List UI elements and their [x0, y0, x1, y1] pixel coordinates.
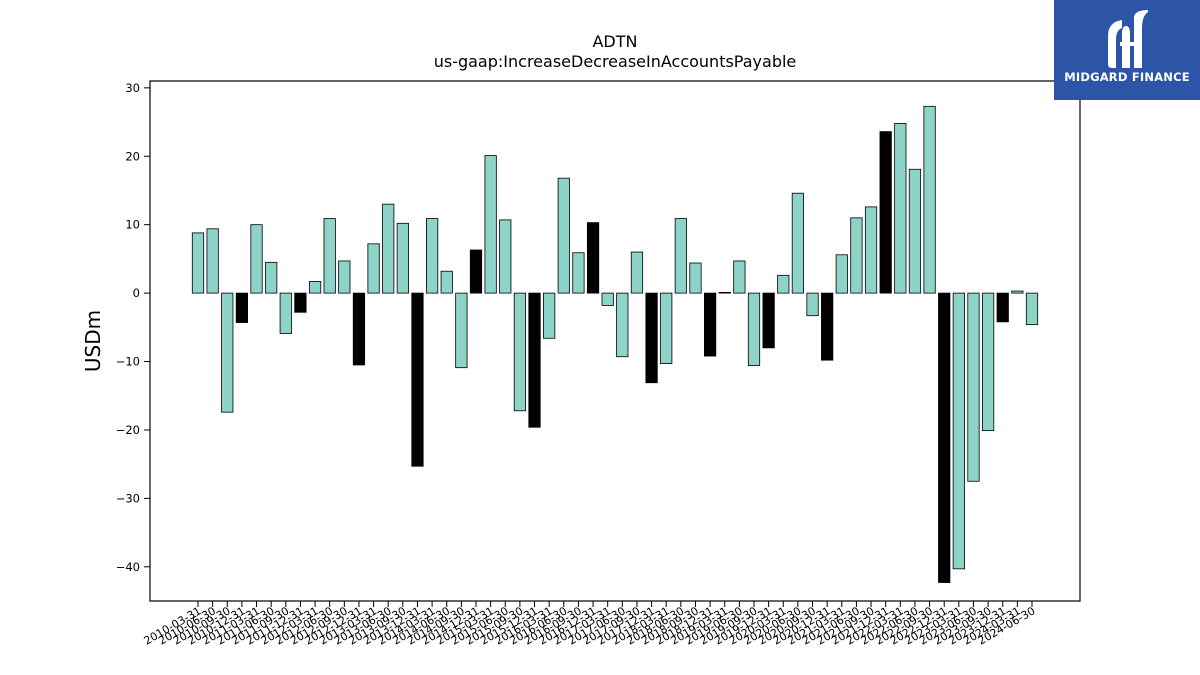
- bar-2018-12-31: [704, 292, 717, 357]
- bar-2012-12-31: [352, 292, 366, 366]
- plot-frame: [149, 80, 1081, 602]
- bar-2011-09-30: [279, 292, 292, 334]
- bar-2017-12-31: [645, 292, 658, 384]
- chart-subtitle: us-gaap:IncreaseDecreaseInAccountsPayabl…: [433, 52, 797, 71]
- brand-logo: MIDGARD FINANCE: [1054, 0, 1200, 100]
- bar-2023-09-30: [982, 292, 995, 432]
- y-tick-label: −40: [116, 560, 140, 574]
- logo-text: MIDGARD FINANCE: [1064, 70, 1190, 84]
- bar-2017-03-31: [601, 292, 614, 306]
- bar-2015-09-30: [513, 292, 527, 412]
- bar-2012-03-31: [308, 281, 322, 294]
- y-tick-label: 0: [133, 286, 140, 300]
- bar-2019-09-30: [747, 292, 761, 367]
- bar-2020-06-30: [791, 192, 805, 294]
- y-tick-label: 20: [125, 149, 140, 163]
- bar-2022-03-31: [894, 123, 907, 294]
- bar-2017-06-30: [616, 292, 629, 358]
- bar-2024-03-31: [1011, 290, 1024, 294]
- bar-2021-12-31: [879, 131, 892, 294]
- y-tick-label: 10: [125, 218, 140, 232]
- bar-2022-09-30: [923, 105, 936, 294]
- bar-2010-12-31: [235, 292, 249, 323]
- bar-2011-12-31: [294, 292, 307, 313]
- bar-2010-03-31: [191, 232, 205, 294]
- bar-2010-06-30: [206, 228, 219, 294]
- y-tick-label: 30: [125, 81, 140, 95]
- bar-2021-06-30: [850, 217, 863, 294]
- bar-2011-03-31: [250, 224, 263, 294]
- bar-2013-09-30: [396, 222, 409, 294]
- bar-2016-12-31: [586, 222, 600, 294]
- bar-2012-06-30: [323, 218, 336, 294]
- bar-2013-06-30: [382, 203, 395, 294]
- bar-2019-12-31: [762, 292, 775, 349]
- bar-2019-03-31: [718, 292, 731, 294]
- bar-2016-06-30: [557, 177, 570, 294]
- bar-2017-09-30: [630, 251, 644, 294]
- bar-2018-03-31: [660, 292, 673, 364]
- y-tick-label: −20: [116, 423, 140, 437]
- bar-2014-12-31: [469, 249, 483, 294]
- bar-2019-06-30: [733, 260, 746, 294]
- bar-2022-12-31: [938, 292, 951, 583]
- bar-2011-06-30: [265, 261, 278, 294]
- bar-2015-03-31: [484, 155, 497, 294]
- bar-2022-06-30: [908, 168, 922, 294]
- bar-2021-03-31: [835, 254, 848, 294]
- bar-2020-03-31: [777, 274, 790, 294]
- bar-2015-12-31: [528, 292, 541, 428]
- bar-2020-12-31: [821, 292, 834, 361]
- bar-2010-09-30: [221, 292, 234, 413]
- bar-2023-03-31: [952, 292, 965, 570]
- bar-2023-12-31: [996, 292, 1009, 323]
- y-tick-label: −10: [116, 355, 140, 369]
- bar-2014-03-31: [425, 218, 439, 294]
- y-tick-label: −30: [116, 491, 140, 505]
- bar-2012-09-30: [338, 260, 351, 294]
- bar-2023-06-30: [967, 292, 980, 482]
- bar-2014-06-30: [440, 270, 453, 294]
- logo-mark-icon: [1108, 10, 1148, 68]
- bar-2015-06-30: [499, 219, 512, 294]
- bar-2021-09-30: [864, 206, 878, 294]
- chart-title: ADTN: [592, 32, 638, 51]
- bar-2018-09-30: [689, 262, 702, 294]
- y-axis-label: USDm: [81, 310, 105, 372]
- bar-2013-03-31: [367, 243, 380, 294]
- bar-2018-06-30: [674, 218, 687, 294]
- x-axis: 2010-03-312010-06-302010-09-302010-12-31…: [142, 601, 1038, 648]
- bar-2016-09-30: [572, 252, 585, 294]
- bar-2014-09-30: [455, 292, 468, 369]
- y-axis: 30 20 10 0 −10 −20 −30 −40: [116, 81, 150, 574]
- bar-2024-06-30: [1025, 292, 1039, 325]
- bar-2020-09-30: [806, 292, 819, 317]
- bar-2016-03-31: [543, 292, 556, 339]
- bars-group: [191, 105, 1039, 583]
- bar-2013-12-31: [411, 292, 424, 467]
